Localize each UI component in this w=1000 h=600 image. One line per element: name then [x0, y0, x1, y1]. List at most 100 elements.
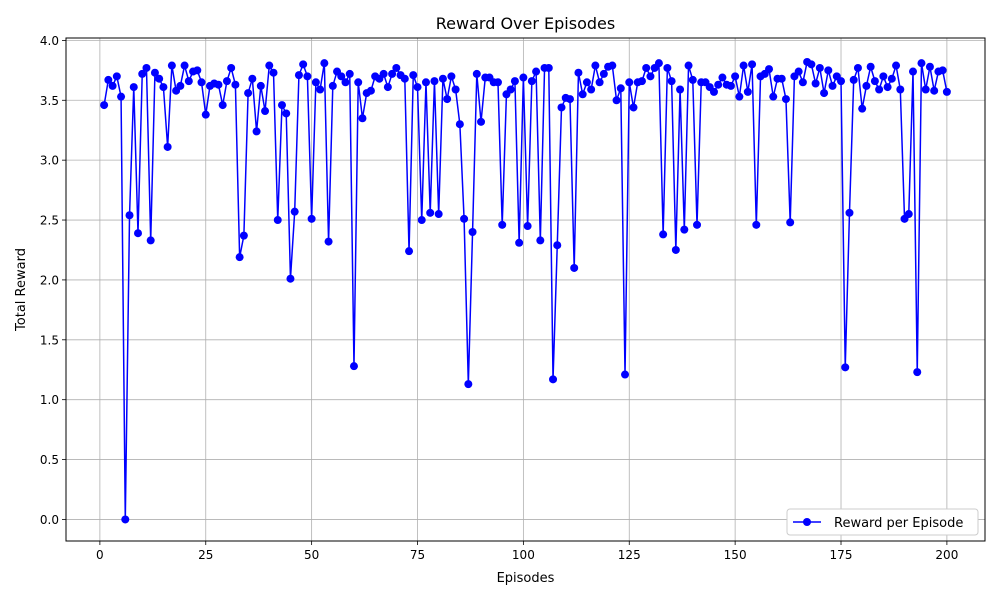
- data-point: [807, 60, 816, 69]
- data-point: [460, 214, 469, 223]
- data-point: [421, 78, 430, 87]
- x-tick-label: 150: [724, 548, 747, 562]
- data-point: [798, 78, 807, 87]
- data-point: [510, 77, 519, 86]
- data-point: [239, 231, 248, 240]
- data-point: [612, 96, 621, 105]
- data-point: [938, 66, 947, 75]
- data-point: [244, 89, 253, 98]
- data-point: [862, 81, 871, 90]
- data-point: [549, 375, 558, 384]
- data-point: [616, 84, 625, 93]
- data-point: [921, 85, 930, 94]
- data-point: [667, 77, 676, 86]
- data-point: [142, 63, 151, 72]
- data-point: [337, 72, 346, 81]
- data-point: [621, 370, 630, 379]
- data-point: [570, 263, 579, 272]
- data-point: [913, 368, 922, 377]
- data-point: [426, 208, 435, 217]
- data-point: [413, 83, 422, 92]
- data-point: [477, 117, 486, 126]
- legend-box: [786, 508, 979, 536]
- data-point: [430, 77, 439, 86]
- data-point: [125, 211, 134, 220]
- data-point: [781, 95, 790, 104]
- data-point: [578, 90, 587, 99]
- data-point: [146, 236, 155, 245]
- data-point: [574, 68, 583, 77]
- data-point: [693, 220, 702, 229]
- y-tick-label: 1.0: [40, 393, 59, 407]
- y-axis-label: Total Reward: [14, 248, 29, 332]
- data-point: [870, 77, 879, 86]
- data-point: [316, 85, 325, 94]
- data-point: [104, 75, 113, 84]
- data-point: [837, 77, 846, 86]
- data-point: [930, 86, 939, 95]
- data-point: [159, 83, 168, 92]
- data-point: [155, 74, 164, 83]
- data-point: [765, 65, 774, 74]
- data-point: [731, 72, 740, 81]
- data-point: [887, 74, 896, 83]
- data-point: [866, 62, 875, 71]
- data-point: [218, 101, 227, 110]
- data-point: [222, 77, 231, 86]
- y-axis: 0.0 0.5 1.0 1.5 2.0 2.5 3.0 3.5 4.0: [40, 34, 66, 527]
- data-point: [875, 85, 884, 94]
- data-point: [379, 69, 388, 78]
- data-point: [646, 72, 655, 81]
- chart-title: Reward Over Episodes: [436, 14, 615, 33]
- y-tick-label: 3.5: [40, 94, 59, 108]
- data-point: [134, 229, 142, 238]
- data-point: [515, 238, 524, 247]
- data-point: [252, 127, 261, 136]
- data-point: [434, 210, 443, 219]
- data-point: [591, 61, 600, 70]
- data-point: [447, 72, 456, 81]
- data-point: [883, 83, 892, 92]
- data-point: [519, 73, 528, 82]
- legend: Reward per Episode: [786, 508, 979, 536]
- data-point: [358, 114, 367, 123]
- data-point: [820, 89, 829, 98]
- data-point: [917, 59, 926, 68]
- data-point: [709, 87, 718, 96]
- data-point: [896, 85, 905, 94]
- data-point: [853, 63, 862, 72]
- data-point: [328, 81, 337, 90]
- data-point: [824, 66, 833, 75]
- data-point: [688, 75, 697, 84]
- data-point: [193, 66, 202, 75]
- data-point: [565, 95, 574, 104]
- data-point: [726, 81, 735, 90]
- x-tick-label: 50: [304, 548, 319, 562]
- data-point: [150, 68, 159, 77]
- data-point: [455, 120, 464, 129]
- data-point: [320, 59, 329, 68]
- data-point: [324, 237, 333, 246]
- data-point: [536, 236, 545, 245]
- data-point: [684, 61, 693, 70]
- data-point: [451, 85, 460, 94]
- data-point: [383, 83, 392, 92]
- data-point: [815, 63, 824, 72]
- data-point: [341, 78, 350, 87]
- x-tick-label: 175: [830, 548, 853, 562]
- y-tick-label: 3.0: [40, 154, 59, 168]
- data-point: [311, 78, 320, 87]
- x-axis: 0 25 50 75 100 125 150 175 200: [96, 541, 958, 562]
- data-point: [739, 61, 748, 70]
- data-point: [108, 81, 117, 90]
- data-point: [299, 60, 308, 69]
- x-tick-label: 0: [96, 548, 104, 562]
- data-point: [595, 78, 604, 87]
- data-point: [273, 216, 282, 225]
- data-point: [184, 77, 193, 86]
- data-point: [828, 81, 837, 90]
- series-layer: [100, 57, 951, 524]
- data-point: [100, 101, 109, 110]
- data-point: [714, 80, 723, 89]
